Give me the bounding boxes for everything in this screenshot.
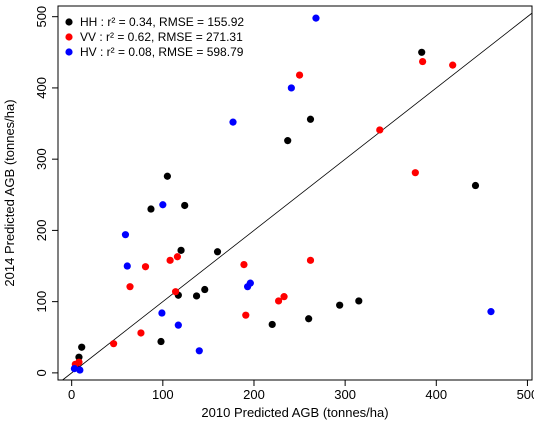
data-point: [418, 48, 426, 56]
data-point: [171, 288, 180, 296]
y-tick-label: 200: [34, 220, 49, 242]
data-point: [240, 260, 248, 269]
y-tick-label: 100: [34, 291, 49, 313]
data-point: [213, 248, 222, 256]
y-axis: 0 100 200 300 400 500: [34, 6, 58, 376]
x-axis-label: 2010 Predicted AGB (tonnes/ha): [201, 405, 388, 420]
data-point: [306, 256, 315, 264]
y-axis-label: 2014 Predicted AGB (tonnes/ha): [2, 99, 17, 286]
y-tick-label: 0: [34, 369, 49, 376]
data-point: [158, 309, 166, 317]
data-point: [411, 169, 419, 177]
data-point: [246, 279, 254, 287]
data-point: [78, 343, 86, 351]
data-point: [229, 118, 237, 126]
data-point: [173, 253, 182, 261]
data-point: [192, 292, 201, 300]
data-points: [70, 14, 495, 374]
plot-frame: [57, 5, 533, 381]
data-point: [274, 297, 283, 305]
data-point: [449, 61, 457, 69]
data-point: [280, 293, 288, 301]
data-point: [306, 115, 315, 123]
x-tick-label: 400: [425, 387, 447, 402]
y-tick-label: 400: [34, 77, 49, 99]
data-point: [312, 14, 320, 22]
legend-label: VV : r² = 0.62, RMSE = 271.31: [80, 30, 243, 44]
legend-label: HH : r² = 0.34, RMSE = 155.92: [80, 15, 244, 29]
data-point: [181, 201, 189, 210]
data-point: [471, 181, 480, 190]
data-point: [70, 365, 79, 373]
data-point: [157, 337, 165, 346]
one-to-one-line: [62, 12, 533, 381]
data-point: [159, 201, 167, 209]
x-tick-label: 100: [152, 387, 174, 402]
y-tick-label: 300: [34, 148, 49, 170]
x-tick-label: 500: [517, 387, 534, 402]
x-tick-label: 200: [243, 387, 265, 402]
legend-marker: [65, 48, 73, 56]
data-point: [305, 315, 313, 323]
data-point: [126, 283, 134, 291]
data-point: [147, 205, 155, 213]
data-point: [177, 246, 185, 254]
data-point: [376, 126, 384, 134]
data-point: [336, 301, 344, 309]
data-point: [355, 297, 363, 305]
data-point: [295, 71, 304, 79]
data-point: [166, 256, 174, 264]
data-point: [123, 262, 131, 270]
legend-marker: [65, 33, 73, 41]
data-point: [174, 321, 182, 329]
data-point: [419, 57, 427, 66]
data-point: [75, 358, 83, 366]
data-point: [121, 231, 130, 239]
x-axis: 0 100 200 300 400 500: [68, 380, 534, 402]
data-point: [242, 311, 250, 319]
data-point: [76, 366, 84, 374]
y-tick-label: 500: [34, 6, 49, 28]
x-tick-label: 0: [68, 387, 75, 402]
legend-label: HV : r² = 0.08, RMSE = 598.79: [80, 45, 244, 59]
data-point: [268, 320, 276, 329]
x-tick-label: 300: [334, 387, 356, 402]
data-point: [201, 285, 209, 294]
data-point: [141, 263, 150, 271]
data-point: [284, 137, 292, 145]
data-point: [75, 353, 83, 361]
data-point: [110, 340, 118, 348]
legend-marker: [65, 18, 73, 26]
data-point: [287, 84, 295, 92]
data-point: [487, 308, 495, 316]
data-point: [195, 347, 203, 355]
data-point: [137, 329, 145, 337]
data-point: [163, 172, 171, 180]
